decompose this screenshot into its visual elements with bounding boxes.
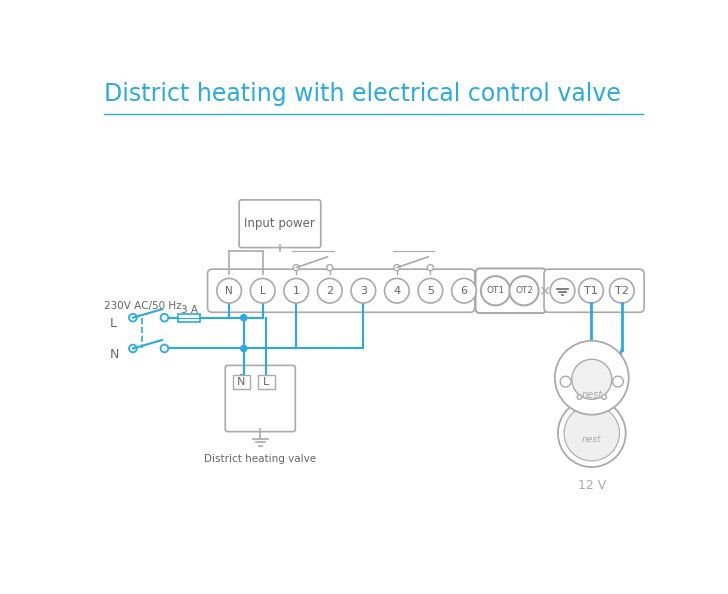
Text: 230V AC/50 Hz: 230V AC/50 Hz bbox=[103, 301, 181, 311]
Circle shape bbox=[451, 279, 476, 303]
Text: District heating valve: District heating valve bbox=[205, 454, 317, 464]
Text: Input power: Input power bbox=[245, 217, 315, 230]
Text: 4: 4 bbox=[393, 286, 400, 296]
Circle shape bbox=[241, 345, 247, 352]
FancyBboxPatch shape bbox=[225, 365, 296, 432]
Text: T2: T2 bbox=[615, 286, 629, 296]
Bar bbox=[258, 375, 274, 388]
Text: OT1: OT1 bbox=[486, 286, 505, 295]
Circle shape bbox=[161, 345, 168, 352]
Text: N: N bbox=[110, 348, 119, 361]
Circle shape bbox=[129, 345, 137, 352]
Text: L: L bbox=[110, 317, 116, 330]
Circle shape bbox=[555, 341, 629, 415]
Circle shape bbox=[418, 279, 443, 303]
Circle shape bbox=[602, 394, 606, 399]
Text: nest: nest bbox=[581, 390, 602, 400]
Text: 6: 6 bbox=[461, 286, 467, 296]
Text: 3: 3 bbox=[360, 286, 367, 296]
Text: N: N bbox=[225, 286, 233, 296]
Circle shape bbox=[384, 279, 409, 303]
Text: L: L bbox=[263, 377, 269, 387]
Circle shape bbox=[558, 399, 625, 467]
Bar bbox=[233, 375, 250, 388]
Text: 1: 1 bbox=[293, 286, 300, 296]
Text: District heating with electrical control valve: District heating with electrical control… bbox=[103, 83, 620, 106]
Circle shape bbox=[561, 376, 571, 387]
Circle shape bbox=[579, 279, 604, 303]
Circle shape bbox=[129, 314, 137, 321]
Circle shape bbox=[550, 279, 575, 303]
Text: nest: nest bbox=[582, 435, 601, 444]
Circle shape bbox=[394, 264, 400, 271]
Text: 2: 2 bbox=[326, 286, 333, 296]
Text: N: N bbox=[237, 377, 245, 387]
Bar bbox=[178, 314, 200, 321]
Circle shape bbox=[161, 314, 168, 321]
Circle shape bbox=[327, 264, 333, 271]
Text: 12 V: 12 V bbox=[577, 479, 606, 492]
Text: T1: T1 bbox=[584, 286, 598, 296]
Circle shape bbox=[609, 279, 634, 303]
Circle shape bbox=[217, 279, 242, 303]
Circle shape bbox=[564, 406, 620, 461]
Circle shape bbox=[241, 315, 247, 321]
Text: 5: 5 bbox=[427, 286, 434, 296]
Circle shape bbox=[571, 359, 612, 399]
Text: 3 A: 3 A bbox=[181, 305, 197, 315]
Text: L: L bbox=[260, 286, 266, 296]
FancyBboxPatch shape bbox=[475, 268, 546, 313]
FancyBboxPatch shape bbox=[239, 200, 321, 248]
Circle shape bbox=[250, 279, 275, 303]
Circle shape bbox=[427, 264, 433, 271]
Circle shape bbox=[293, 264, 299, 271]
Text: OT2: OT2 bbox=[515, 286, 533, 295]
Circle shape bbox=[284, 279, 309, 303]
FancyBboxPatch shape bbox=[544, 269, 644, 312]
Circle shape bbox=[612, 376, 623, 387]
Circle shape bbox=[510, 276, 539, 305]
FancyBboxPatch shape bbox=[207, 269, 475, 312]
Circle shape bbox=[351, 279, 376, 303]
Circle shape bbox=[481, 276, 510, 305]
Circle shape bbox=[317, 279, 342, 303]
Circle shape bbox=[577, 394, 582, 399]
